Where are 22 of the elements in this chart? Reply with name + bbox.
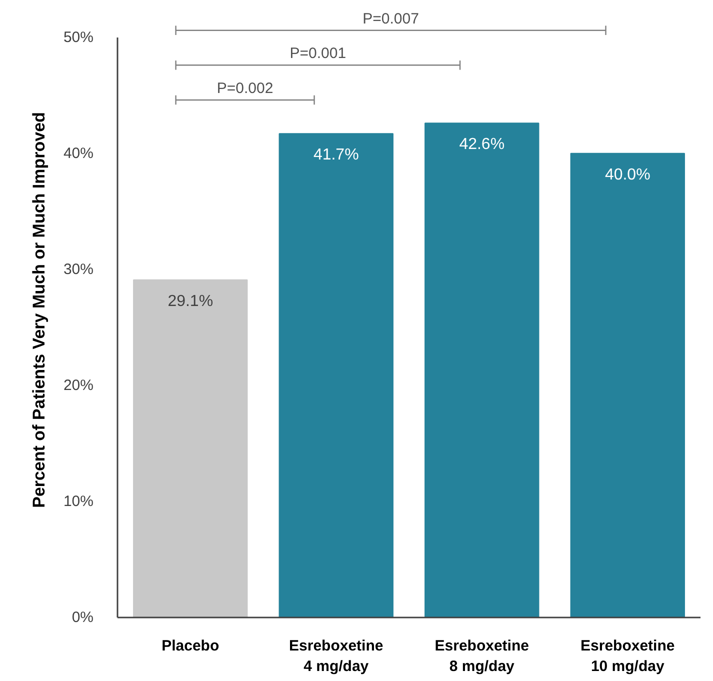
y-axis-title: Percent of Patients Very Much or Much Improved <box>29 112 48 508</box>
annotation: P=0.002 <box>216 80 274 97</box>
bar <box>424 122 540 618</box>
x-tick-label: Placebo <box>162 638 220 654</box>
x-tick-label: Esreboxetine 10 mg/day <box>580 638 675 675</box>
bar <box>133 279 248 618</box>
data-label: 41.7% <box>313 146 359 164</box>
text: P=0.007 <box>362 10 419 28</box>
bar <box>570 152 685 618</box>
annotation: P=0.001 <box>290 45 346 62</box>
y-tick-label: 50% <box>63 28 94 46</box>
x-tick-label: Esreboxetine 8 mg/day <box>434 638 529 675</box>
bar <box>278 133 394 618</box>
y-tick-label: 40% <box>63 144 94 162</box>
x-tick-label: Esreboxetine 4 mg/day <box>289 638 384 675</box>
y-tick-label: 0% <box>72 609 94 626</box>
data-label: 42.6% <box>459 136 505 154</box>
y-tick-label: 20% <box>63 376 94 394</box>
data-label: 40.0% <box>604 166 650 184</box>
data-label: 29.1% <box>168 292 214 310</box>
y-tick-label: 10% <box>63 492 94 510</box>
y-tick-label: 30% <box>63 260 94 278</box>
